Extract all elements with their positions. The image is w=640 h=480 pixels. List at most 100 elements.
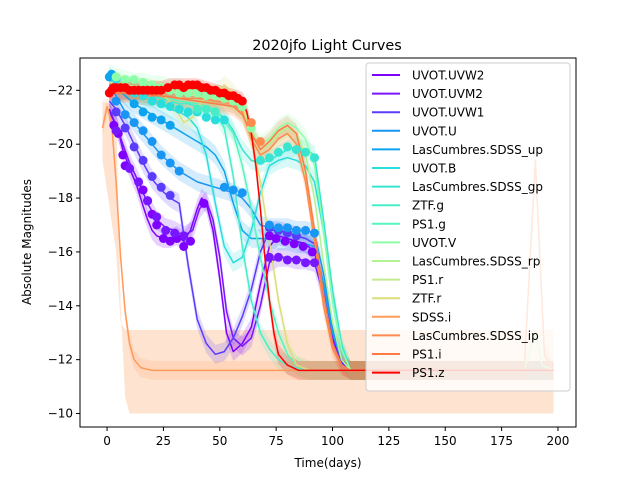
series-markers bbox=[104, 69, 319, 268]
y-axis-ticks: −22 −20 −18 −16 −14 −12 −10 bbox=[48, 83, 80, 421]
y-tick-label-3: −16 bbox=[48, 245, 73, 259]
legend-label-3: UVOT.U bbox=[412, 124, 457, 138]
series-marker-6-4 bbox=[291, 145, 301, 155]
series-marker-3-10 bbox=[237, 188, 247, 198]
x-tick-label-2: 50 bbox=[212, 434, 227, 448]
series-marker-2-1 bbox=[120, 123, 130, 133]
series-marker-1-5 bbox=[161, 225, 171, 235]
series-marker-0-17 bbox=[289, 239, 299, 249]
series-marker-0-12 bbox=[186, 236, 195, 246]
series-marker-1-10 bbox=[282, 255, 292, 265]
series-marker-7-1 bbox=[201, 104, 211, 114]
series-marker-0-18 bbox=[298, 242, 308, 251]
legend-label-16: PS1.z bbox=[412, 366, 445, 380]
series-marker-9-3 bbox=[138, 77, 148, 87]
series-marker-14-1 bbox=[255, 137, 265, 146]
series-marker-9-0 bbox=[111, 72, 121, 82]
series-marker-5-5 bbox=[156, 99, 166, 109]
legend-label-6: LasCumbres.SDSS_gp bbox=[412, 180, 543, 194]
axes-frame bbox=[79, 57, 577, 428]
series-marker-6-6 bbox=[310, 153, 319, 163]
series-line-6 bbox=[108, 76, 554, 372]
series-marker-3-6 bbox=[165, 158, 175, 168]
series-marker-3-12 bbox=[273, 223, 283, 233]
x-axis-label: Time(days) bbox=[293, 456, 361, 470]
series-marker-4-3 bbox=[138, 107, 148, 117]
series-marker-5-4 bbox=[147, 96, 157, 106]
x-axis-ticks: 0 25 50 75 100 125 150 175 200 bbox=[103, 427, 569, 448]
series-marker-6-2 bbox=[273, 147, 283, 157]
series-marker-1-2 bbox=[134, 177, 144, 187]
series-marker-1-11 bbox=[291, 255, 301, 265]
legend-label-0: UVOT.UVW2 bbox=[412, 69, 484, 83]
series-marker-6-0 bbox=[255, 155, 265, 165]
x-tick-label-4: 100 bbox=[321, 434, 344, 448]
series-marker-7-2 bbox=[210, 107, 220, 117]
series-marker-6-3 bbox=[282, 142, 292, 152]
series-marker-1-9 bbox=[273, 252, 283, 262]
legend-label-5: UVOT.B bbox=[412, 162, 456, 176]
legend-label-13: SDSS.i bbox=[412, 310, 451, 324]
series-marker-0-4 bbox=[138, 185, 148, 195]
series-marker-2-4 bbox=[147, 172, 157, 181]
x-tick-label-3: 75 bbox=[269, 434, 284, 448]
series-marker-3-15 bbox=[301, 225, 310, 235]
series-marker-1-0 bbox=[111, 126, 121, 136]
series-marker-9-2 bbox=[129, 75, 139, 84]
series-marker-0-2 bbox=[118, 150, 128, 160]
series-marker-1-4 bbox=[152, 212, 162, 222]
series-marker-0-13 bbox=[199, 198, 209, 208]
series-marker-2-3 bbox=[138, 155, 148, 165]
series-marker-2-5 bbox=[156, 182, 166, 192]
series-marker-0-11 bbox=[179, 242, 189, 251]
series-marker-3-1 bbox=[120, 110, 130, 120]
series-marker-16-14 bbox=[163, 83, 173, 93]
series-marker-3-14 bbox=[291, 225, 301, 235]
series-marker-3-7 bbox=[174, 166, 184, 176]
y-tick-label-6: −10 bbox=[48, 407, 73, 421]
series-marker-3-3 bbox=[138, 126, 148, 136]
x-tick-label-5: 125 bbox=[377, 434, 400, 448]
legend-label-15: PS1.i bbox=[412, 348, 442, 362]
series-marker-5-10 bbox=[201, 112, 211, 122]
legend-box bbox=[365, 62, 571, 392]
legend-label-10: LasCumbres.SDSS_rp bbox=[412, 255, 540, 269]
series-marker-1-1 bbox=[125, 163, 135, 173]
series-line-15 bbox=[109, 92, 554, 372]
y-tick-label-5: −12 bbox=[48, 353, 73, 367]
series-marker-16-30 bbox=[237, 96, 247, 106]
series-marker-3-0 bbox=[111, 96, 121, 106]
series-marker-5-8 bbox=[183, 107, 193, 117]
legend-label-2: UVOT.UVW1 bbox=[412, 106, 484, 120]
series-marker-2-0 bbox=[111, 107, 121, 117]
series-marker-1-7 bbox=[179, 231, 189, 241]
series-marker-0-15 bbox=[271, 234, 281, 243]
x-tick-label-8: 200 bbox=[547, 434, 570, 448]
legend-label-9: UVOT.V bbox=[412, 236, 457, 250]
series-marker-2-6 bbox=[165, 190, 175, 200]
legend-label-4: LasCumbres.SDSS_up bbox=[412, 143, 543, 157]
series-marker-1-8 bbox=[264, 252, 274, 262]
series-marker-3-13 bbox=[282, 223, 292, 233]
series-marker-7-0 bbox=[192, 104, 202, 114]
series-marker-3-8 bbox=[219, 182, 229, 192]
series-marker-0-16 bbox=[280, 236, 290, 246]
series-marker-6-5 bbox=[301, 147, 310, 157]
series-marker-6-1 bbox=[264, 153, 274, 163]
series-marker-0-8 bbox=[158, 234, 168, 243]
legend-label-12: ZTF.r bbox=[412, 292, 441, 306]
y-tick-label-0: −22 bbox=[48, 83, 73, 97]
legend-label-8: PS1.g bbox=[412, 217, 446, 231]
series-marker-4-5 bbox=[156, 115, 166, 125]
series-marker-3-2 bbox=[129, 118, 139, 128]
series-marker-2-2 bbox=[129, 142, 139, 152]
legend: UVOT.UVW2 UVOT.UVM2 UVOT.UVW1 UVOT.U LasCumb… bbox=[365, 62, 571, 392]
series-marker-9-1 bbox=[120, 75, 130, 84]
series-marker-14-0 bbox=[246, 118, 256, 128]
chart-title: 2020jfo Light Curves bbox=[252, 38, 402, 54]
series-marker-5-12 bbox=[219, 115, 229, 125]
series-marker-3-9 bbox=[228, 185, 238, 195]
series-marker-1-13 bbox=[310, 258, 319, 268]
y-tick-label-2: −18 bbox=[48, 191, 73, 205]
series-marker-0-7 bbox=[152, 220, 162, 230]
